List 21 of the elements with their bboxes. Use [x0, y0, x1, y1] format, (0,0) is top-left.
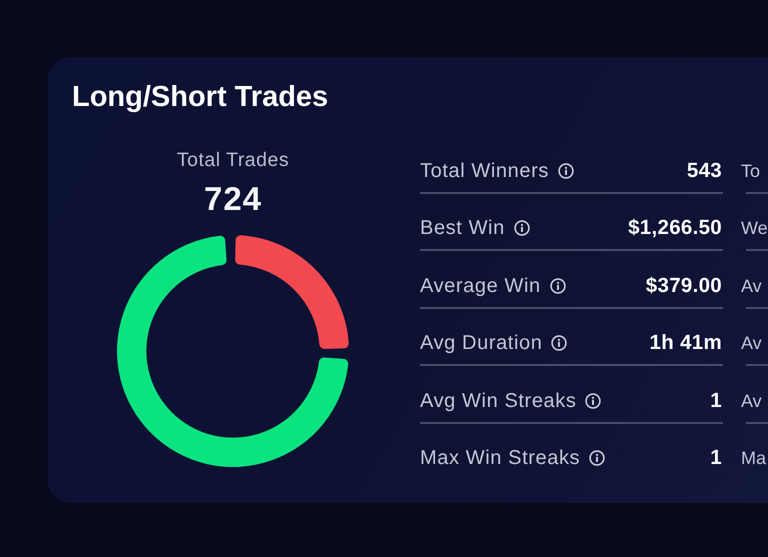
text: Ma [741, 447, 766, 469]
text: Max Win Streaks [420, 446, 580, 470]
text: Best Win [420, 216, 505, 240]
text: 724 [202, 180, 264, 218]
text: $379.00 [646, 274, 722, 298]
text: We [741, 217, 768, 240]
text: 1h 41m [650, 331, 722, 356]
text: Avg Win Streaks [420, 388, 576, 413]
text: Av [741, 390, 762, 412]
text: Av [741, 332, 762, 354]
text: Total Winners [420, 159, 549, 183]
text: Av [741, 274, 762, 297]
text: Average Win [420, 274, 541, 298]
text: 1 [710, 446, 722, 470]
text: 1 [710, 388, 722, 413]
text: 543 [686, 159, 722, 183]
text: $1,266.50 [628, 216, 722, 240]
chart-title: Long/Short Trades [72, 80, 328, 114]
text: Avg Duration [420, 331, 542, 356]
text: To [741, 160, 760, 182]
chart-subtitle: Total Trades [176, 148, 290, 172]
